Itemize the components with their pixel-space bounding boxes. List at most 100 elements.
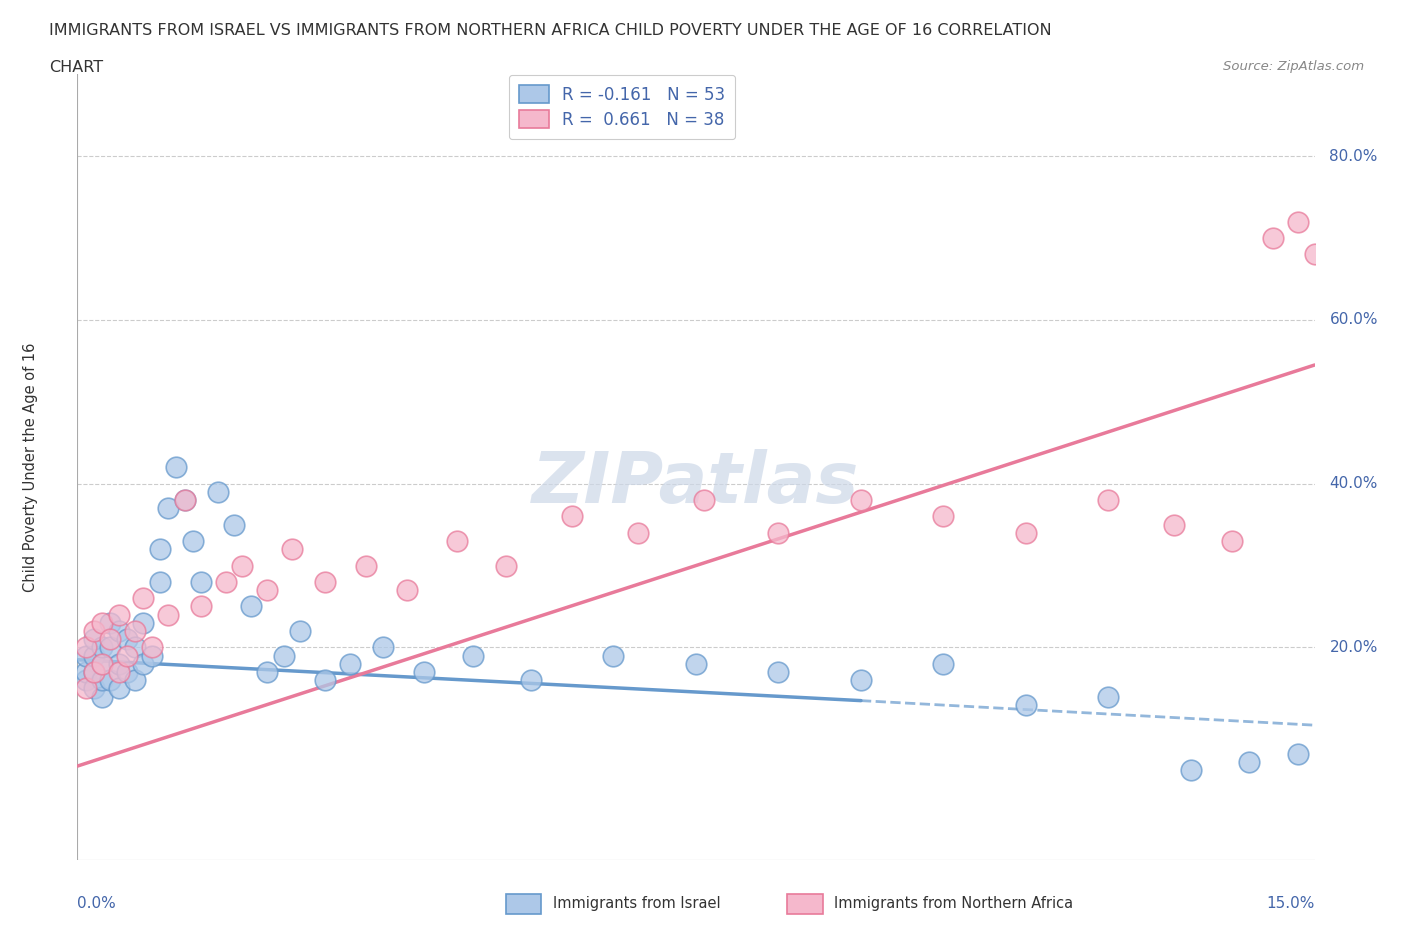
Point <box>256 583 278 598</box>
Point <box>1303 247 1326 262</box>
Text: 20.0%: 20.0% <box>1330 640 1378 655</box>
Point <box>75 648 97 663</box>
Point <box>75 665 97 680</box>
Point <box>107 607 129 622</box>
Point <box>190 599 212 614</box>
Point <box>1163 517 1185 532</box>
Point <box>98 616 121 631</box>
Text: 0.0%: 0.0% <box>77 896 117 910</box>
Point <box>190 575 212 590</box>
Text: CHART: CHART <box>49 60 103 75</box>
Point <box>222 517 245 532</box>
Point <box>314 575 336 590</box>
Point <box>446 534 468 549</box>
Text: Immigrants from Northern Africa: Immigrants from Northern Africa <box>834 897 1073 911</box>
Point <box>98 640 121 655</box>
Point <box>115 665 138 680</box>
Point <box>173 493 195 508</box>
Point <box>132 657 155 671</box>
Point <box>149 542 172 557</box>
Point <box>520 672 543 687</box>
Point <box>107 665 129 680</box>
Point <box>75 672 97 687</box>
Point <box>627 525 650 540</box>
Point <box>1097 493 1119 508</box>
Point <box>107 657 129 671</box>
Text: IMMIGRANTS FROM ISRAEL VS IMMIGRANTS FROM NORTHERN AFRICA CHILD POVERTY UNDER TH: IMMIGRANTS FROM ISRAEL VS IMMIGRANTS FRO… <box>49 23 1052 38</box>
Point <box>141 648 163 663</box>
Point <box>932 657 955 671</box>
Point <box>98 631 121 646</box>
Point <box>396 583 419 598</box>
Point <box>141 640 163 655</box>
Point <box>83 665 105 680</box>
Point <box>132 591 155 605</box>
Text: 80.0%: 80.0% <box>1330 149 1378 164</box>
Point <box>91 616 114 631</box>
Point <box>693 493 716 508</box>
Point <box>157 501 180 516</box>
Point <box>239 599 262 614</box>
Point <box>181 534 204 549</box>
Point <box>463 648 485 663</box>
Point <box>1263 231 1285 246</box>
Point <box>83 648 105 663</box>
Point <box>1097 689 1119 704</box>
Point <box>91 657 114 671</box>
Point <box>124 640 146 655</box>
Text: Source: ZipAtlas.com: Source: ZipAtlas.com <box>1223 60 1364 73</box>
Point <box>273 648 295 663</box>
Text: ZIPatlas: ZIPatlas <box>533 448 859 517</box>
Point <box>124 672 146 687</box>
Point <box>371 640 394 655</box>
Point <box>91 657 114 671</box>
Point <box>75 640 97 655</box>
Point <box>281 542 304 557</box>
Point <box>83 631 105 646</box>
Point <box>149 575 172 590</box>
Text: 40.0%: 40.0% <box>1330 476 1378 491</box>
Point <box>83 681 105 696</box>
Point <box>91 640 114 655</box>
Point <box>124 624 146 639</box>
Point <box>1015 525 1038 540</box>
Point <box>75 681 97 696</box>
Point <box>339 657 361 671</box>
Point <box>165 460 187 474</box>
Point <box>256 665 278 680</box>
Point <box>1286 747 1309 762</box>
Text: 60.0%: 60.0% <box>1330 312 1378 327</box>
Point <box>768 665 790 680</box>
Point <box>107 681 129 696</box>
Point <box>91 672 114 687</box>
Point <box>288 624 311 639</box>
Point <box>768 525 790 540</box>
Point <box>1286 214 1309 229</box>
Point <box>173 493 195 508</box>
Point <box>132 616 155 631</box>
Point <box>354 558 377 573</box>
Point <box>495 558 517 573</box>
Point <box>1237 754 1260 769</box>
Point <box>98 672 121 687</box>
Point <box>83 665 105 680</box>
Text: Child Poverty Under the Age of 16: Child Poverty Under the Age of 16 <box>22 342 38 592</box>
Point <box>107 624 129 639</box>
Point <box>602 648 624 663</box>
Point <box>1180 763 1202 777</box>
Point <box>91 689 114 704</box>
Point <box>157 607 180 622</box>
Point <box>1015 698 1038 712</box>
Point <box>83 624 105 639</box>
Point <box>849 493 872 508</box>
Point <box>314 672 336 687</box>
Text: 15.0%: 15.0% <box>1267 896 1315 910</box>
Point <box>207 485 229 499</box>
Text: Immigrants from Israel: Immigrants from Israel <box>553 897 720 911</box>
Point <box>412 665 434 680</box>
Point <box>932 509 955 524</box>
Point <box>849 672 872 687</box>
Point <box>1220 534 1243 549</box>
Point <box>215 575 238 590</box>
Point <box>685 657 707 671</box>
